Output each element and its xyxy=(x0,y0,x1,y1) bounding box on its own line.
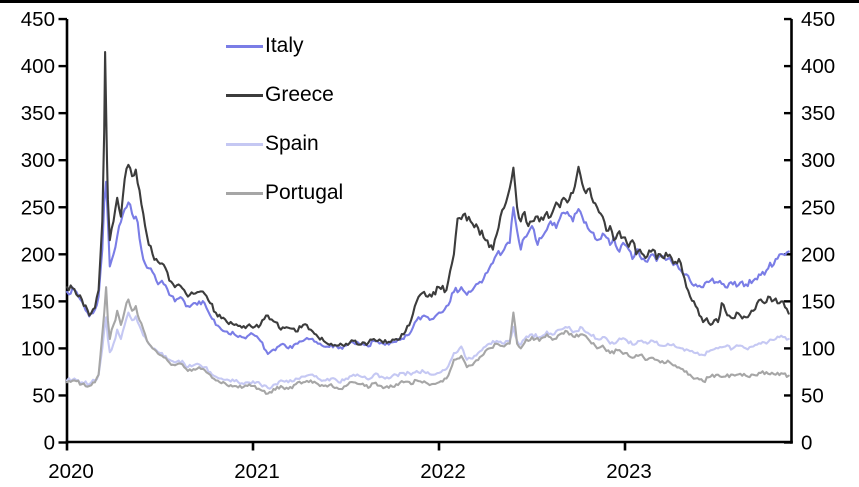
y-axis-label-left: 150 xyxy=(21,290,55,313)
italy-line-swatch xyxy=(226,44,263,48)
legend-label-greece: Greece xyxy=(265,83,334,106)
portugal-line-swatch xyxy=(226,191,263,195)
y-axis-label-left: 0 xyxy=(44,432,55,455)
y-axis-label-right: 0 xyxy=(801,432,812,455)
y-axis-label-right: 400 xyxy=(801,55,835,78)
y-axis-label-right: 450 xyxy=(801,8,835,31)
legend-label-italy: Italy xyxy=(265,34,304,57)
legend-item-portugal: Portugal xyxy=(226,182,343,204)
y-axis-label-left: 300 xyxy=(21,149,55,172)
legend-item-italy: Italy xyxy=(226,35,343,57)
y-axis-label-left: 100 xyxy=(21,337,55,360)
series-line-greece xyxy=(65,50,790,348)
y-axis-label-right: 100 xyxy=(801,337,835,360)
y-axis-label-right: 50 xyxy=(801,384,824,407)
y-axis-label-right: 150 xyxy=(801,290,835,313)
legend-item-spain: Spain xyxy=(226,133,343,155)
y-axis-label-left: 350 xyxy=(21,102,55,125)
x-axis-label: 2023 xyxy=(606,460,652,483)
legend-label-portugal: Portugal xyxy=(265,181,344,204)
y-axis-label-right: 300 xyxy=(801,149,835,172)
chart-legend: Italy Greece Spain Portugal xyxy=(226,35,343,204)
series-line-portugal xyxy=(65,286,790,395)
y-axis-label-left: 200 xyxy=(21,243,55,266)
y-axis-label-left: 400 xyxy=(21,55,55,78)
legend-label-spain: Spain xyxy=(265,132,319,155)
y-axis-label-right: 350 xyxy=(801,102,835,125)
series-line-italy xyxy=(65,180,790,356)
y-axis-label-right: 200 xyxy=(801,243,835,266)
y-axis-label-left: 250 xyxy=(21,196,55,219)
y-axis-label-left: 50 xyxy=(32,384,55,407)
y-axis-label-left: 450 xyxy=(21,8,55,31)
x-axis-label: 2021 xyxy=(234,460,280,483)
series-line-spain xyxy=(65,311,790,390)
legend-item-greece: Greece xyxy=(226,84,343,106)
x-axis-label: 2020 xyxy=(48,460,94,483)
greece-line-swatch xyxy=(226,93,263,97)
x-axis-label: 2022 xyxy=(420,460,466,483)
spain-line-swatch xyxy=(226,142,263,146)
y-axis-label-right: 250 xyxy=(801,196,835,219)
